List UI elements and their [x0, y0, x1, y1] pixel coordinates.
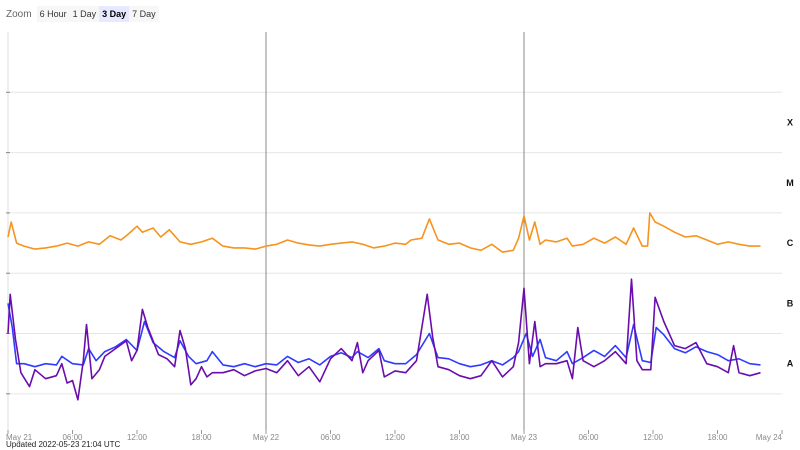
class-label-c: C: [787, 238, 794, 248]
class-label-b: B: [787, 298, 794, 308]
x-tick-label: 12:00: [643, 433, 664, 442]
x-tick-label: May 21: [6, 433, 33, 442]
x-tick-label: May 24: [756, 433, 783, 442]
zoom-6-hour-button[interactable]: 6 Hour: [36, 6, 70, 22]
updated-timestamp: Updated 2022-05-23 21:04 UTC: [6, 440, 121, 449]
purple-series-line: [7, 278, 761, 401]
x-tick-label: 06:00: [320, 433, 341, 442]
zoom-7-day-button[interactable]: 7 Day: [129, 6, 159, 22]
x-tick-label: 06:00: [578, 433, 599, 442]
zoom-1-day-button[interactable]: 1 Day: [69, 6, 100, 22]
blue-series-line: [7, 303, 761, 368]
x-tick-label: 06:00: [62, 433, 83, 442]
x-tick-label: 12:00: [127, 433, 148, 442]
x-tick-label: 18:00: [449, 433, 470, 442]
x-tick-label: 12:00: [385, 433, 406, 442]
class-label-m: M: [786, 178, 794, 188]
x-tick-label: 18:00: [191, 433, 212, 442]
x-tick-label: May 22: [253, 433, 280, 442]
zoom-label: Zoom: [6, 8, 32, 20]
x-tick-label: May 23: [511, 433, 538, 442]
x-tick-label: 18:00: [707, 433, 728, 442]
zoom-bar: Zoom 6 Hour 1 Day 3 Day 7 Day: [6, 5, 159, 23]
class-label-a: A: [787, 359, 794, 369]
class-label-x: X: [787, 117, 793, 127]
orange-series-line: [7, 212, 761, 253]
zoom-3-day-button[interactable]: 3 Day: [99, 6, 130, 22]
